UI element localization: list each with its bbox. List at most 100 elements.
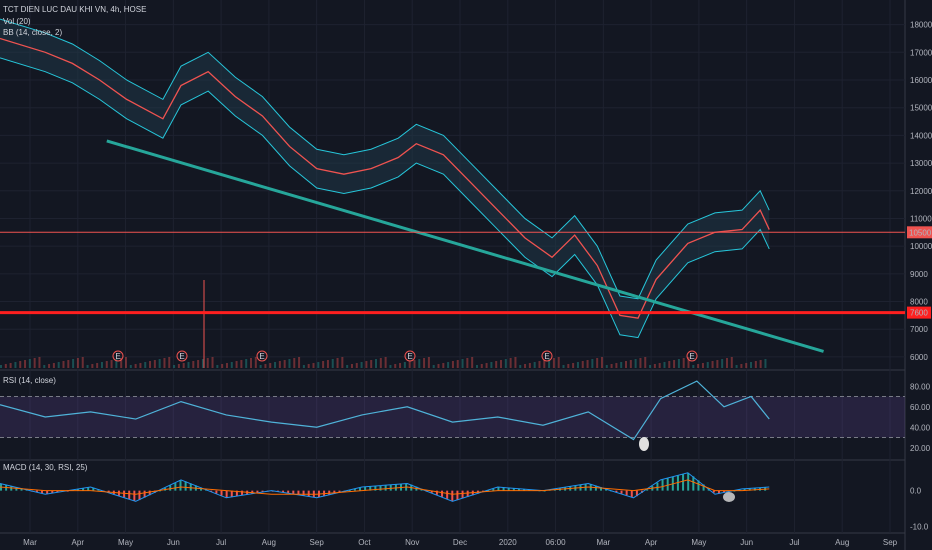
x-tick-label: Nov — [405, 538, 419, 547]
volume-bar — [639, 358, 642, 368]
volume-bar — [221, 364, 224, 368]
volume-bar — [278, 361, 281, 368]
x-tick-label: Mar — [596, 538, 610, 547]
price-tick-label: 15000 — [910, 104, 932, 113]
volume-bar — [52, 363, 55, 368]
price-tick-label: 18000 — [910, 21, 932, 30]
macd-histogram-bar — [717, 490, 720, 494]
macd-histogram-bar — [748, 488, 751, 491]
volume-bar — [399, 363, 402, 368]
volume-bar — [677, 359, 680, 368]
volume-bar — [43, 365, 46, 368]
volume-bar — [730, 357, 733, 368]
volume-bar — [153, 360, 156, 368]
volume-bar — [254, 357, 257, 368]
macd-line — [0, 472, 770, 502]
volume-bar — [538, 361, 541, 368]
earnings-marker-label: E — [115, 352, 120, 361]
volume-bar — [158, 359, 161, 368]
volume-bar — [394, 364, 397, 368]
macd-histogram-bar — [384, 485, 387, 491]
volume-bar — [427, 357, 430, 368]
macd-histogram-bar — [276, 490, 279, 492]
rsi-band — [0, 396, 905, 438]
volume-bar — [125, 357, 128, 368]
volume-bar — [548, 359, 551, 368]
volume-bar — [173, 365, 176, 368]
macd-histogram-bar — [241, 490, 244, 496]
volume-bar — [706, 362, 709, 368]
macd-histogram-bar — [220, 490, 223, 496]
macd-tick-label: -10.0 — [910, 522, 929, 531]
macd-histogram-bar — [466, 490, 469, 497]
macd-tick-label: 0.0 — [910, 487, 922, 496]
macd-histogram-bar — [92, 487, 95, 491]
volume-bar — [644, 357, 647, 368]
macd-histogram-bar — [738, 489, 741, 491]
grid — [0, 0, 906, 550]
rsi-pane[interactable] — [0, 380, 905, 451]
volume-bar — [557, 357, 560, 368]
macd-histogram-bar — [682, 474, 685, 491]
price-tick-label: 8000 — [910, 298, 928, 307]
macd-histogram-bar — [723, 490, 726, 493]
macd-histogram-bar — [620, 490, 623, 494]
volume-bar — [81, 357, 84, 368]
volume-bar — [100, 362, 103, 368]
volume-bar — [663, 362, 666, 368]
volume-bar — [620, 362, 623, 368]
earnings-marker-label: E — [544, 352, 549, 361]
macd-histogram-bar — [374, 486, 377, 491]
macd-histogram-bar — [743, 488, 746, 491]
macd-histogram-bar — [307, 490, 310, 497]
macd-histogram-bar — [441, 490, 444, 497]
axes: Mar Apr May Jun Jul Aug Sep Oct Nov Dec 2020 06:00 M… — [23, 21, 932, 547]
volume-bar — [658, 363, 661, 368]
price-tick-label: 10000 — [910, 242, 932, 251]
macd-histogram-bar — [133, 490, 136, 501]
macd-histogram-bar — [379, 485, 382, 491]
volume-bar — [423, 358, 426, 368]
volume-bar — [365, 361, 368, 368]
price-tick-label: 17000 — [910, 48, 932, 57]
earnings-marker-label: E — [259, 352, 264, 361]
volume-bar — [307, 364, 310, 368]
volume-bar — [629, 360, 632, 368]
volume-bar — [740, 364, 743, 368]
macd-histogram-bar — [35, 490, 38, 492]
price-tick-label: 6000 — [910, 353, 928, 362]
volume-bar — [653, 364, 656, 368]
x-tick-label: Jun — [167, 538, 180, 547]
macd-histogram-bar — [256, 490, 259, 494]
x-tick-label: Jul — [789, 538, 799, 547]
volume-bar — [360, 362, 363, 368]
macd-histogram-bar — [82, 488, 85, 491]
x-tick-label: Aug — [835, 538, 849, 547]
macd-histogram-bar — [369, 486, 372, 491]
volume-bar — [596, 358, 599, 368]
volume-bar — [447, 362, 450, 368]
trendline — [106, 139, 824, 353]
volume-bar — [86, 365, 89, 368]
rsi-tick-label: 40.00 — [910, 423, 931, 432]
volume-bar — [697, 364, 700, 368]
x-tick-label: Dec — [453, 538, 467, 547]
macd-pane[interactable] — [0, 472, 770, 502]
x-tick-label: Apr — [72, 538, 85, 547]
volume-bar — [711, 361, 714, 368]
volume-bar — [346, 365, 349, 368]
macd-histogram-bar — [502, 487, 505, 491]
price-line — [0, 37, 770, 319]
volume-bar — [725, 358, 728, 368]
volume-bar — [754, 361, 757, 368]
macd-histogram-bar — [389, 484, 392, 491]
macd-histogram-bar — [666, 478, 669, 491]
volume-bar — [466, 358, 469, 368]
macd-histogram-bar — [615, 490, 618, 493]
macd-histogram-bar — [687, 472, 690, 491]
volume-bar — [341, 357, 344, 368]
macd-histogram-bar — [174, 483, 177, 491]
volume-bar — [274, 362, 277, 368]
